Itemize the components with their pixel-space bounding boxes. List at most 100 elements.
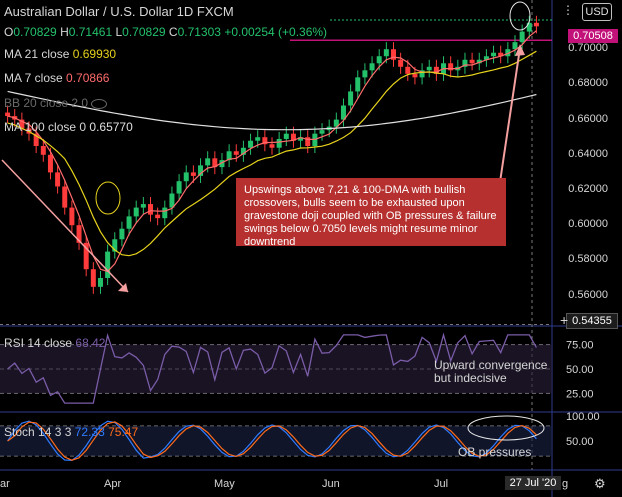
- bb-label: BB 20 close 2 0: [4, 96, 89, 110]
- rsi-legend[interactable]: RSI 14 close 68.42: [4, 336, 105, 350]
- stoch-legend[interactable]: Stoch 14 3 3 72.33 75.47: [4, 425, 138, 439]
- candle-body: [462, 59, 468, 67]
- candle-body: [405, 66, 411, 74]
- candle-body: [5, 112, 11, 117]
- candle-body: [148, 204, 154, 215]
- candle-body: [69, 207, 75, 226]
- currency-button[interactable]: USD: [582, 3, 612, 21]
- ohlc-readout: O0.70829 H0.71461 L0.70829 C0.71303 +0.0…: [4, 25, 327, 39]
- candle-body: [155, 214, 161, 219]
- candle-body: [240, 147, 246, 155]
- stoch-tick-label: 100.00: [566, 411, 600, 423]
- candle-body: [390, 49, 396, 60]
- ma21-legend[interactable]: MA 21 close 0.69930: [4, 47, 116, 61]
- settings-icon[interactable]: ⚙: [594, 476, 606, 491]
- candle-body: [276, 138, 282, 148]
- candle-body: [205, 158, 211, 166]
- candle-body: [40, 146, 46, 155]
- callout-pointer: [499, 47, 521, 183]
- candle-body: [212, 158, 218, 168]
- analysis-callout: Upswings above 7,21 & 100-DMA with bulli…: [236, 178, 506, 248]
- candle-body: [369, 63, 375, 71]
- trend-arrow: [1, 159, 129, 293]
- y-tick-label: 0.58000: [568, 253, 608, 266]
- h-value: 0.71461: [68, 25, 113, 39]
- ma7-label: MA 7 close: [4, 71, 63, 85]
- rsi-label: RSI 14 close: [4, 336, 73, 350]
- candle-body: [526, 22, 532, 32]
- candle-body: [262, 137, 268, 145]
- candle-body: [476, 59, 482, 64]
- y-tick-label: 0.66000: [568, 112, 608, 125]
- rsi-line: [7, 332, 537, 404]
- stoch-k-line: [7, 420, 537, 462]
- candle-body: [483, 56, 489, 60]
- rsi-tick-label: 75.00: [566, 340, 594, 352]
- candle-body: [47, 154, 53, 173]
- candle-body: [176, 181, 182, 194]
- candle-body: [348, 91, 354, 106]
- stoch-tick-label: 50.00: [566, 436, 594, 448]
- ma7-value: 0.70866: [66, 71, 110, 85]
- candle-body: [55, 172, 61, 187]
- candle-body: [62, 186, 68, 208]
- candle-body: [305, 137, 311, 146]
- x-label-mar: ar: [0, 478, 10, 490]
- candle-body: [355, 77, 361, 92]
- resistance-price-tag: 0.70508: [568, 29, 618, 43]
- change-value: +0.00254 (+0.36%): [224, 25, 328, 39]
- candle-body: [140, 204, 146, 208]
- candle-body: [433, 66, 439, 74]
- add-icon[interactable]: +: [560, 312, 569, 328]
- candle-body: [298, 137, 304, 141]
- candle-body: [498, 52, 504, 57]
- candle-body: [290, 133, 296, 141]
- candle-body: [398, 59, 404, 67]
- candle-body: [491, 52, 497, 57]
- x-label-aug: g: [562, 478, 569, 490]
- y-tick-label: 0.64000: [568, 147, 608, 160]
- candle-body: [33, 133, 39, 146]
- candle-body: [519, 31, 525, 43]
- candle-body: [183, 172, 189, 182]
- candle-body: [169, 193, 175, 208]
- rsi-annotation: Upward convergence but indecisive: [434, 358, 548, 385]
- candle-body: [469, 59, 475, 64]
- rsi-tick-label: 50.00: [566, 364, 594, 376]
- candle-body: [133, 207, 139, 217]
- ma100-label: MA 100 close 0: [4, 120, 87, 134]
- candle-body: [340, 105, 346, 120]
- candle-body: [233, 151, 239, 155]
- candle-body: [383, 49, 389, 57]
- candle-body: [269, 144, 275, 148]
- c-value: 0.71303: [177, 25, 221, 39]
- stoch-label: Stoch 14 3 3: [4, 425, 72, 439]
- ma100-line: [7, 90, 537, 131]
- rsi-tick-label: 25.00: [566, 388, 594, 400]
- rsi-band: [0, 344, 552, 394]
- x-label-jul: Jul: [434, 478, 449, 490]
- candle-body: [319, 130, 325, 134]
- o-label: O: [4, 25, 14, 39]
- y-tick-label: 0.62000: [568, 183, 608, 195]
- candle-body: [255, 137, 261, 141]
- crosshair-price-tag: 0.54355: [566, 313, 618, 329]
- candle-body: [219, 160, 225, 168]
- ma100-legend[interactable]: MA 100 close 0 0.65770: [4, 120, 133, 134]
- more-options-icon[interactable]: ⋮: [562, 3, 574, 17]
- candle-body: [533, 22, 539, 27]
- candle-body: [97, 278, 103, 287]
- bb-legend[interactable]: BB 20 close 2 0: [4, 96, 108, 110]
- candle-body: [419, 70, 425, 78]
- y-tick-label: 0.70000: [568, 42, 608, 55]
- ma21-value: 0.69930: [72, 47, 117, 61]
- candle-body: [426, 66, 432, 71]
- ma7-legend[interactable]: MA 7 close 0.70866: [4, 71, 109, 85]
- candle-body: [162, 207, 168, 219]
- h-label: H: [60, 25, 69, 39]
- eye-hidden-icon[interactable]: [91, 98, 108, 109]
- candle-body: [412, 73, 418, 78]
- stoch-k-value: 72.33: [74, 425, 105, 439]
- ma21-label: MA 21 close: [4, 47, 70, 61]
